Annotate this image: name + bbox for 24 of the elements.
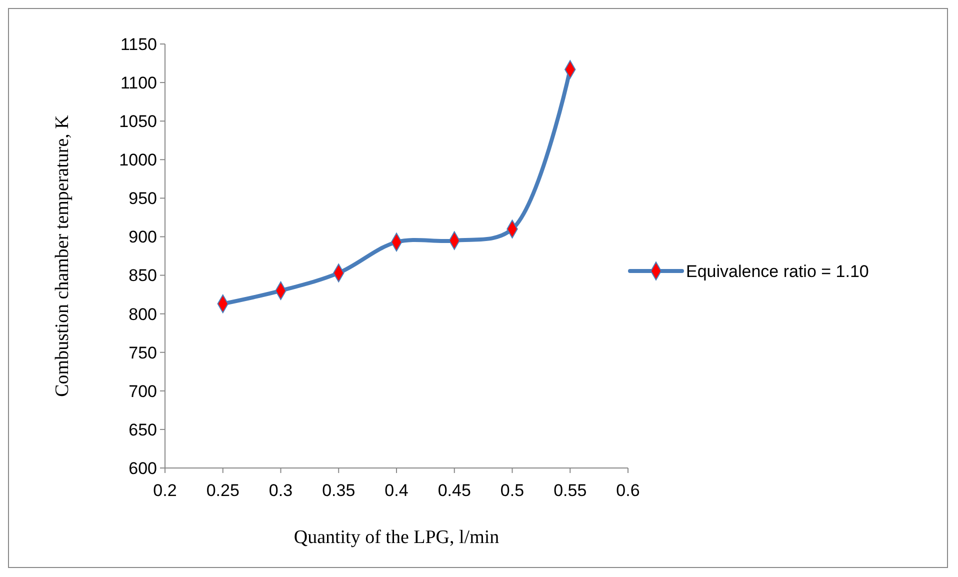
x-tick-label: 0.2 bbox=[153, 481, 177, 500]
x-tick-label: 0.6 bbox=[616, 481, 640, 500]
legend-label: Equivalence ratio = 1.10 bbox=[686, 262, 869, 281]
x-tick-label: 0.35 bbox=[322, 481, 356, 500]
y-tick-label: 1150 bbox=[120, 34, 157, 54]
y-tick-label: 850 bbox=[128, 266, 157, 286]
x-axis-title: Quantity of the LPG, l/min bbox=[294, 527, 500, 548]
y-tick-label: 1100 bbox=[120, 73, 157, 92]
y-tick-label: 700 bbox=[128, 382, 157, 401]
y-tick-label: 900 bbox=[128, 228, 157, 247]
y-tick-label: 1050 bbox=[119, 112, 157, 132]
y-axis-title: Combustion chamber temperature, K bbox=[52, 114, 73, 397]
y-tick-label: 650 bbox=[128, 420, 157, 440]
y-tick-label: 950 bbox=[128, 189, 157, 208]
x-tick-label: 0.55 bbox=[554, 481, 587, 500]
y-tick-label: 600 bbox=[128, 458, 157, 478]
x-tick-label: 0.4 bbox=[384, 481, 408, 500]
x-tick-label: 0.3 bbox=[268, 481, 293, 500]
y-tick-label: 1000 bbox=[119, 150, 157, 170]
y-tick-label: 750 bbox=[128, 343, 157, 362]
x-tick-label: 0.5 bbox=[500, 481, 524, 500]
x-tick-label: 0.25 bbox=[206, 481, 240, 500]
x-tick-label: 0.45 bbox=[438, 481, 471, 500]
y-tick-label: 800 bbox=[128, 304, 157, 324]
